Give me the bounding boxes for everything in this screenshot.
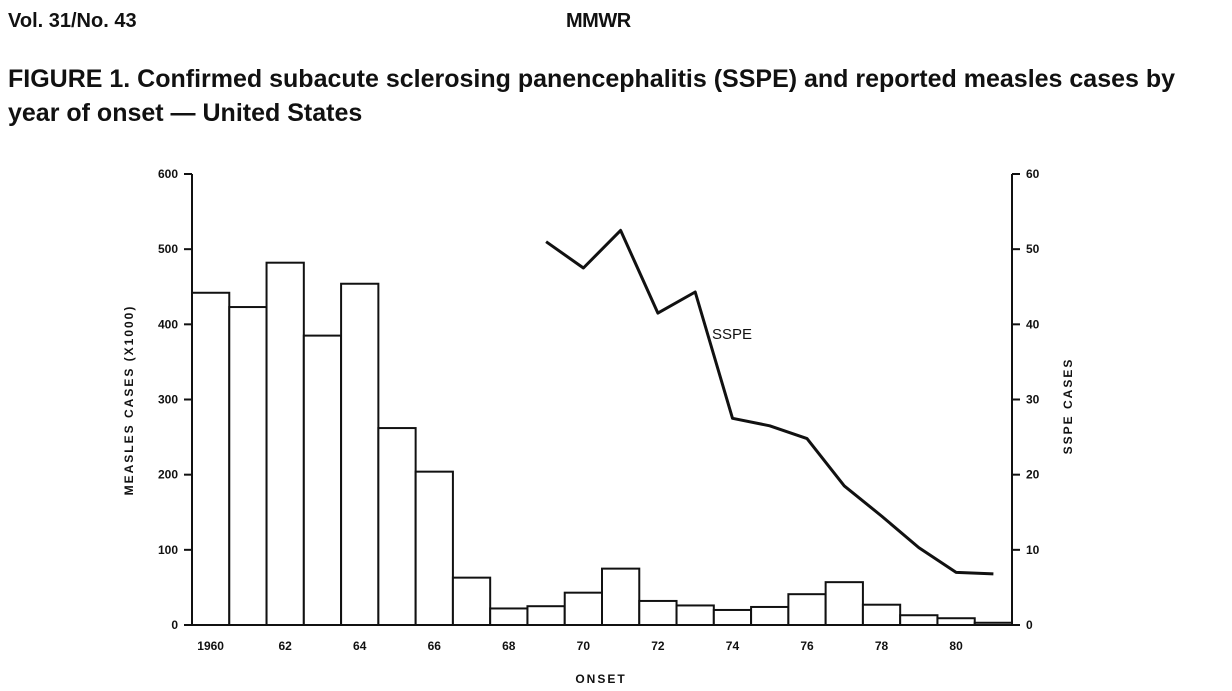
measles-bar — [675, 604, 715, 626]
measles-bar — [414, 470, 454, 626]
measles-bar — [265, 261, 305, 626]
x-tick-label: 70 — [577, 639, 591, 653]
y2-tick-label: 30 — [1026, 393, 1040, 407]
measles-bar — [712, 608, 753, 627]
y-tick-label: 400 — [158, 317, 178, 331]
x-tick-label: 76 — [800, 639, 814, 653]
measles-bar — [191, 291, 231, 626]
bar-group — [191, 261, 1014, 627]
x-ticks: 1960 62 64 66 68 70 72 74 76 78 80 — [197, 639, 963, 653]
y2-tick-label: 60 — [1026, 167, 1040, 181]
figure-title: FIGURE 1. Confirmed subacute sclerosing … — [8, 65, 1176, 127]
x-tick-label: 64 — [353, 639, 367, 653]
y-tick-label: 500 — [158, 242, 178, 256]
measles-bar — [302, 334, 343, 626]
measles-bar — [228, 306, 268, 626]
measles-bar — [824, 581, 864, 627]
y2-tick-label: 40 — [1026, 317, 1040, 331]
y-tick-label: 0 — [171, 618, 178, 632]
measles-bar — [750, 605, 790, 627]
measles-bar — [489, 607, 529, 626]
y-tick-label: 100 — [158, 543, 178, 557]
y-tick-label: 300 — [158, 393, 178, 407]
right-ticks: 0 10 20 30 40 50 60 — [1012, 167, 1040, 632]
measles-bar — [451, 576, 492, 627]
left-ticks: 0 100 200 300 400 500 600 — [158, 167, 192, 632]
sspe-line — [545, 228, 994, 576]
measles-bar — [563, 591, 604, 627]
measles-bar — [861, 603, 902, 627]
measles-bar — [526, 605, 566, 626]
measles-bar — [377, 427, 417, 626]
x-tick-label: 80 — [949, 639, 963, 653]
volume-label: Vol. 31/No. 43 — [8, 10, 137, 32]
y2-tick-label: 10 — [1026, 543, 1040, 557]
y2-tick-label: 50 — [1026, 242, 1040, 256]
measles-bar — [638, 599, 678, 626]
x-tick-label: 68 — [502, 639, 516, 653]
sspe-line-label: SSPE — [712, 326, 752, 343]
y2-tick-label: 20 — [1026, 468, 1040, 482]
x-tick-label: 66 — [428, 639, 442, 653]
y-axis-label: MEASLES CASES (X1000) — [122, 305, 136, 496]
y2-axis-label: SSPE CASES — [1061, 358, 1075, 455]
measles-bar — [601, 567, 641, 626]
x-tick-label: 78 — [875, 639, 889, 653]
measles-bar — [340, 282, 380, 626]
x-tick-label: 74 — [726, 639, 740, 653]
y2-tick-label: 0 — [1026, 618, 1033, 632]
x-tick-label: 72 — [651, 639, 665, 653]
x-axis-label: ONSET — [575, 672, 626, 686]
x-tick-label: 62 — [279, 639, 293, 653]
measles-bar — [936, 617, 976, 626]
y-tick-label: 600 — [158, 167, 178, 181]
measles-bar — [899, 614, 939, 626]
x-tick-label: 1960 — [197, 639, 224, 653]
journal-name: MMWR — [566, 10, 631, 32]
y-tick-label: 200 — [158, 468, 178, 482]
measles-bar — [787, 593, 827, 626]
